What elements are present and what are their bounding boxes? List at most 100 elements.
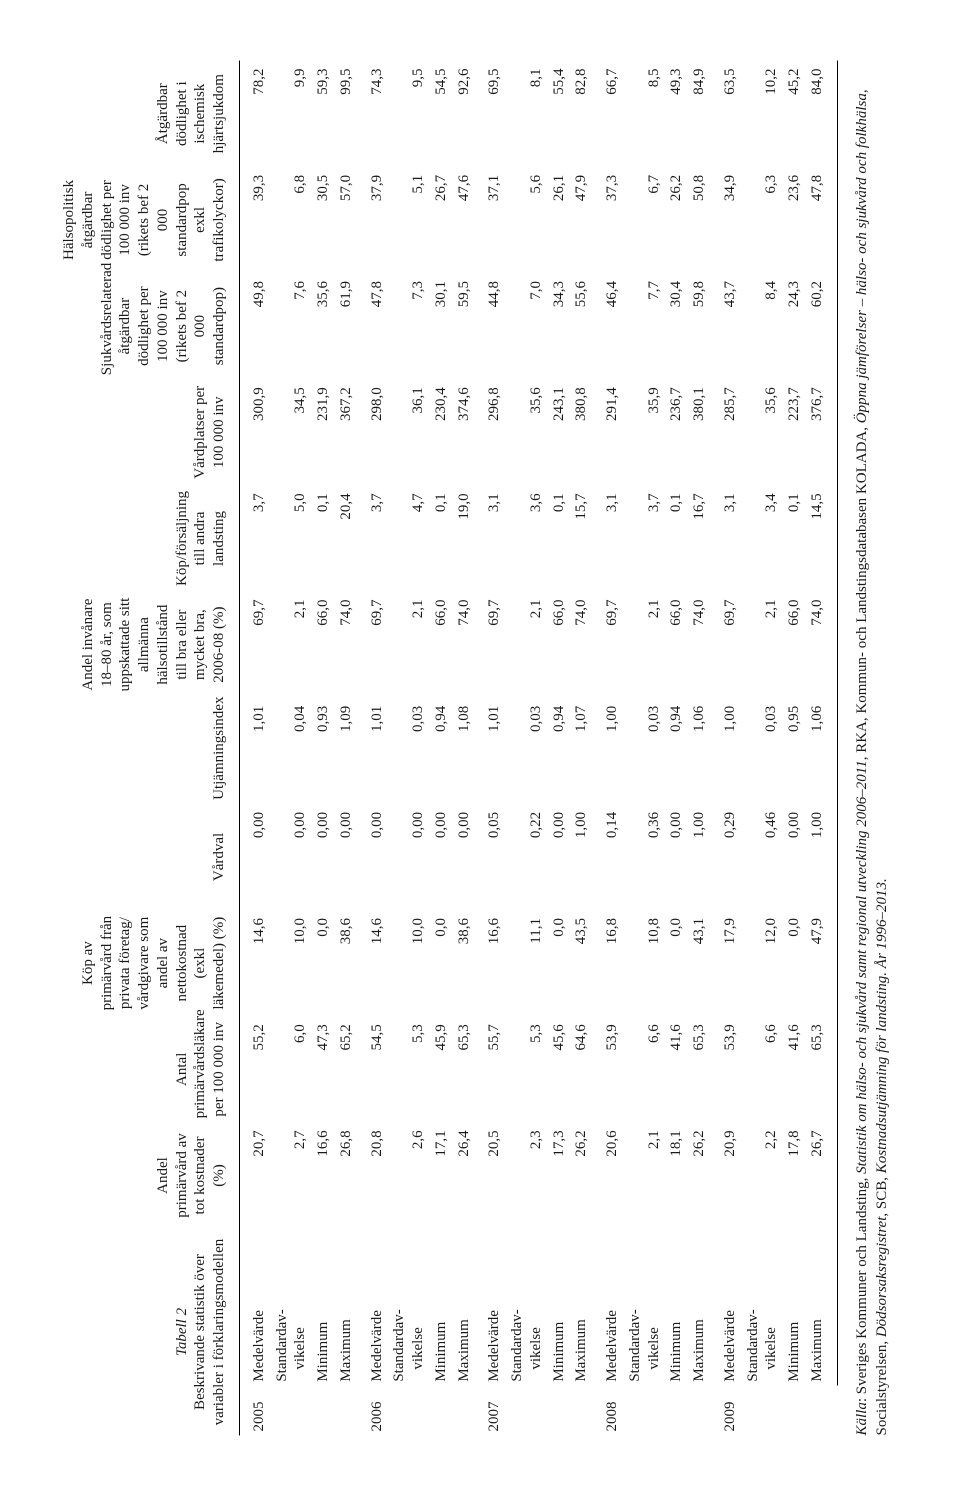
value-cell: 296,8 [475, 379, 506, 485]
value-cell: 1,01 [475, 697, 506, 803]
value-cell: 14,5 [806, 485, 837, 591]
table-row: 2008Medelvärde20,653,916,80,141,0069,73,… [593, 60, 624, 1435]
value-cell: 6,3 [742, 166, 784, 272]
value-cell: 69,5 [475, 60, 506, 166]
row-label: Maximum [453, 1228, 476, 1385]
value-cell: 0,0 [430, 910, 453, 1016]
value-cell: 65,2 [335, 1016, 358, 1122]
value-cell: 55,7 [475, 1016, 506, 1122]
value-cell: 2,1 [506, 591, 548, 697]
value-cell: 5,6 [506, 166, 548, 272]
value-cell: 243,1 [548, 379, 571, 485]
value-cell: 0,0 [548, 910, 571, 1016]
value-cell: 65,3 [806, 1016, 837, 1122]
value-cell: 0,04 [271, 697, 313, 803]
value-cell: 0,1 [783, 485, 806, 591]
value-cell: 37,9 [358, 166, 389, 272]
value-cell: 26,7 [806, 1122, 837, 1228]
col-header: Åtgärdbar dödlighet i ischemisk hjärtsju… [50, 60, 239, 166]
table-row: Standardav-vikelse2,35,311,10,220,032,13… [506, 60, 548, 1435]
value-cell: 20,6 [593, 1122, 624, 1228]
value-cell: 1,00 [806, 803, 837, 909]
table-row: Maximum26,465,338,60,001,0874,019,0374,6… [453, 60, 476, 1435]
source-run: Öppna jämförelser – hälso- och sjukvård … [854, 93, 870, 423]
value-cell: 5,3 [388, 1016, 430, 1122]
value-cell: 0,94 [430, 697, 453, 803]
value-cell: 0,00 [335, 803, 358, 909]
value-cell: 0,00 [239, 803, 270, 909]
value-cell: 0,03 [388, 697, 430, 803]
value-cell: 5,3 [506, 1016, 548, 1122]
col-header: Vårdplatser per 100 000 inv [50, 379, 239, 485]
value-cell: 223,7 [783, 379, 806, 485]
value-cell: 26,2 [665, 166, 688, 272]
row-label: Medelvärde [239, 1228, 270, 1385]
value-cell: 65,3 [453, 1016, 476, 1122]
value-cell: 6,6 [742, 1016, 784, 1122]
value-cell: 47,8 [806, 166, 837, 272]
value-cell: 0,1 [548, 485, 571, 591]
value-cell: 5,0 [271, 485, 313, 591]
value-cell: 74,0 [688, 591, 711, 697]
table-row: Maximum26,264,643,51,001,0774,015,7380,8… [570, 60, 593, 1435]
value-cell: 37,3 [593, 166, 624, 272]
value-cell: 1,00 [711, 697, 742, 803]
row-label: Minimum [665, 1228, 688, 1385]
value-cell: 84,9 [688, 60, 711, 166]
table-row: 2006Medelvärde20,854,514,60,001,0169,73,… [358, 60, 389, 1435]
value-cell: 0,00 [358, 803, 389, 909]
value-cell: 47,9 [806, 910, 837, 1016]
value-cell: 36,1 [388, 379, 430, 485]
value-cell: 2,1 [388, 591, 430, 697]
value-cell: 0,03 [742, 697, 784, 803]
value-cell: 16,7 [688, 485, 711, 591]
col-header: Andel invånare 18–80 år, som uppskattade… [50, 591, 239, 697]
value-cell: 74,0 [806, 591, 837, 697]
value-cell: 6,7 [624, 166, 666, 272]
value-cell: 65,3 [688, 1016, 711, 1122]
value-cell: 55,4 [548, 60, 571, 166]
value-cell: 2,1 [624, 591, 666, 697]
value-cell: 53,9 [593, 1016, 624, 1122]
value-cell: 0,22 [506, 803, 548, 909]
value-cell: 10,0 [271, 910, 313, 1016]
value-cell: 20,5 [475, 1122, 506, 1228]
value-cell: 7,0 [506, 273, 548, 379]
value-cell: 46,4 [593, 273, 624, 379]
row-label: Standardav-vikelse [388, 1228, 430, 1385]
value-cell: 19,0 [453, 485, 476, 591]
value-cell: 66,0 [430, 591, 453, 697]
value-cell: 14,6 [239, 910, 270, 1016]
table-row: Maximum26,765,347,91,001,0674,014,5376,7… [806, 60, 837, 1435]
table-row: Maximum26,865,238,60,001,0974,020,4367,2… [335, 60, 358, 1435]
col-header: Hälsopolitisk åtgärdbar dödlighet per 10… [50, 166, 239, 272]
table-row: Standardav-vikelse2,76,010,00,000,042,15… [271, 60, 313, 1435]
value-cell: 6,6 [624, 1016, 666, 1122]
value-cell: 53,9 [711, 1016, 742, 1122]
col-header: Sjukvårdsrelaterad åtgärdbar dödlighet p… [50, 273, 239, 379]
value-cell: 7,3 [388, 273, 430, 379]
value-cell: 59,5 [453, 273, 476, 379]
col-header: Vårdval [50, 803, 239, 909]
value-cell: 55,2 [239, 1016, 270, 1122]
col-header: Antal primärvårdsläkare per 100 000 inv [50, 1016, 239, 1122]
value-cell: 41,6 [665, 1016, 688, 1122]
source-run: : Sveriges Kommuner och Landsting, [854, 1173, 870, 1401]
value-cell: 35,6 [506, 379, 548, 485]
row-label: Maximum [335, 1228, 358, 1385]
value-cell: 47,9 [570, 166, 593, 272]
value-cell: 17,9 [711, 910, 742, 1016]
value-cell: 69,7 [358, 591, 389, 697]
row-label: Minimum [430, 1228, 453, 1385]
value-cell: 0,29 [711, 803, 742, 909]
value-cell: 0,0 [783, 910, 806, 1016]
value-cell: 69,7 [593, 591, 624, 697]
value-cell: 291,4 [593, 379, 624, 485]
value-cell: 50,8 [688, 166, 711, 272]
value-cell: 23,6 [783, 166, 806, 272]
value-cell: 2,7 [271, 1122, 313, 1228]
value-cell: 20,9 [711, 1122, 742, 1228]
value-cell: 55,6 [570, 273, 593, 379]
value-cell: 64,6 [570, 1016, 593, 1122]
year-cell: 2007 [475, 1385, 593, 1435]
